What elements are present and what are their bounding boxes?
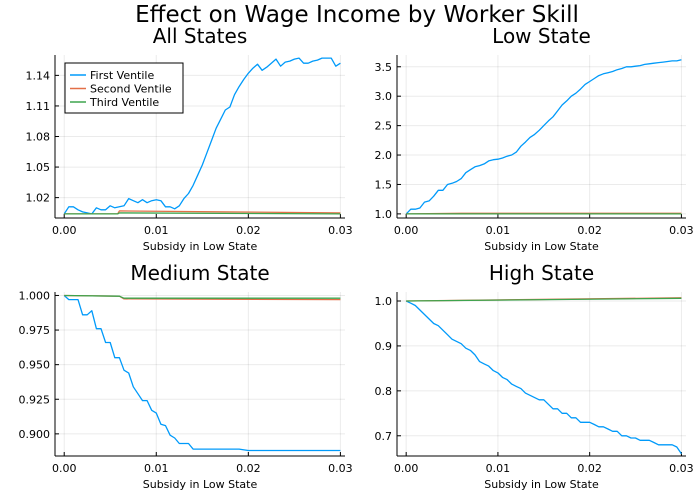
y-tick-label: 0.975 [19,324,51,337]
series-line-first [405,59,682,215]
y-tick-label: 3.0 [375,90,393,103]
x-tick-label: 0.03 [328,224,353,237]
x-tick-label: 0.00 [52,462,77,475]
subplot-low-state: Low State 0.00 0.01 0.02 0.03 1.0 1.5 2.0 2.5 3.0… [375,24,694,253]
x-tick-label: 0.02 [577,462,602,475]
figure-title: Effect on Wage Income by Worker Skill [135,2,579,28]
y-tick-label: 3.5 [375,61,393,74]
legend-entry: First Ventile [90,69,154,82]
x-axis-label: Subsidy in Low State [484,240,599,253]
x-tick-label: 0.00 [394,224,419,237]
legend-entry: Third Ventile [89,96,159,109]
series-line-third [406,297,682,302]
x-tick-label: 0.01 [144,462,169,475]
y-tick-label: 1.14 [26,69,51,82]
subplot-title: All States [153,24,248,48]
series-line-first [63,295,341,452]
x-tick-label: 0.01 [486,462,511,475]
y-tick-label: 1.08 [26,131,51,144]
series-line-third [64,294,341,299]
y-tick-label: 0.925 [19,393,51,406]
y-tick-label: 1.02 [26,192,51,205]
x-axis-label: Subsidy in Low State [484,478,599,491]
series-line-third [64,212,341,215]
x-tick-label: 0.03 [328,462,353,475]
y-tick-label: 1.05 [26,161,51,174]
x-tick-label: 0.02 [236,224,261,237]
x-tick-label: 0.03 [669,224,694,237]
x-tick-label: 0.02 [577,224,602,237]
subplot-title: High State [489,261,594,285]
x-tick-label: 0.00 [394,462,419,475]
subplot-title: Low State [492,24,591,48]
subplot-title: Medium State [130,261,269,285]
y-tick-label: 1.11 [26,100,51,113]
y-tick-label: 1.5 [375,178,393,191]
y-tick-label: 1.0 [375,295,393,308]
x-tick-label: 0.01 [144,224,169,237]
y-tick-label: 2.5 [375,120,393,133]
x-tick-label: 0.00 [52,224,77,237]
y-tick-label: 0.950 [19,359,51,372]
subplot-grid: All States 0.00 0.01 0.02 0.03 1.02 1.05 1.08 1.… [19,24,694,491]
y-tick-label: 1.0 [375,208,393,221]
y-tick-label: 2.0 [375,149,393,162]
subplot-medium-state: Medium State 0.00 0.01 0.02 0.03 0.900 0.925 0.… [19,261,353,491]
subplot-all-states: All States 0.00 0.01 0.02 0.03 1.02 1.05 1.08 1.… [26,24,353,253]
y-tick-label: 1.000 [19,289,51,302]
x-axis-label: Subsidy in Low State [143,478,258,491]
y-tick-label: 0.8 [375,385,393,398]
x-tick-label: 0.01 [486,224,511,237]
subplot-high-state: High State 0.00 0.01 0.02 0.03 0.7 0.8 0.9 1.0 Su… [375,261,694,491]
y-tick-label: 0.7 [375,430,393,443]
y-tick-label: 0.9 [375,340,393,353]
series-line-first [405,300,682,455]
x-axis-label: Subsidy in Low State [143,240,258,253]
x-tick-label: 0.03 [669,462,694,475]
x-tick-label: 0.02 [236,462,261,475]
series-line-first [63,57,341,215]
legend-entry: Second Ventile [90,83,172,96]
y-tick-label: 0.900 [19,428,51,441]
